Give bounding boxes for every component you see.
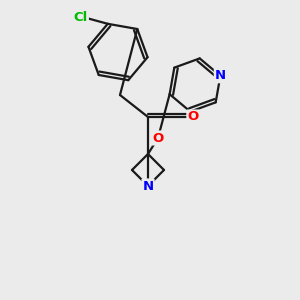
Text: N: N [142, 179, 154, 193]
Text: Cl: Cl [74, 11, 88, 24]
Text: N: N [215, 69, 226, 82]
Text: O: O [152, 131, 164, 145]
Text: O: O [188, 110, 199, 124]
